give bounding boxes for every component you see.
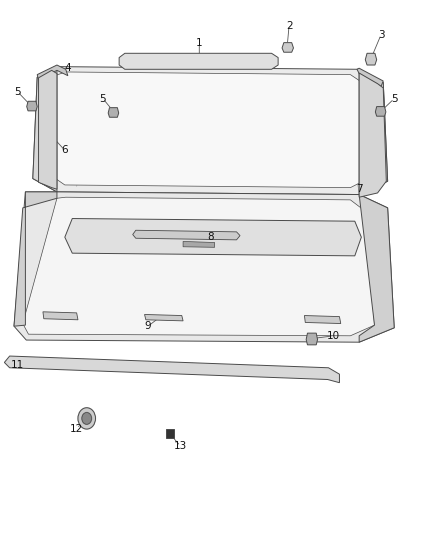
Text: 1: 1 — [196, 38, 203, 47]
Text: 11: 11 — [11, 360, 24, 369]
Polygon shape — [359, 73, 386, 197]
Text: 13: 13 — [174, 441, 187, 451]
Polygon shape — [27, 101, 37, 111]
Text: 4: 4 — [64, 63, 71, 73]
Polygon shape — [65, 219, 361, 256]
Text: 7: 7 — [356, 184, 363, 194]
Polygon shape — [23, 197, 374, 336]
Polygon shape — [357, 68, 383, 86]
Polygon shape — [304, 316, 341, 324]
Polygon shape — [14, 192, 394, 342]
Polygon shape — [14, 192, 57, 326]
Polygon shape — [119, 53, 278, 69]
Polygon shape — [43, 312, 78, 320]
Polygon shape — [365, 53, 377, 65]
Text: 2: 2 — [286, 21, 293, 30]
Polygon shape — [133, 230, 240, 240]
Circle shape — [78, 408, 95, 429]
Text: 5: 5 — [99, 94, 106, 103]
Polygon shape — [37, 65, 68, 80]
Polygon shape — [306, 333, 318, 345]
Polygon shape — [108, 108, 119, 117]
Polygon shape — [39, 70, 57, 189]
Polygon shape — [33, 67, 57, 192]
Polygon shape — [359, 195, 394, 342]
Text: 5: 5 — [14, 87, 21, 96]
Polygon shape — [4, 356, 339, 383]
Text: 8: 8 — [207, 232, 214, 242]
Polygon shape — [375, 107, 386, 116]
Text: 3: 3 — [378, 30, 385, 39]
Text: 12: 12 — [70, 424, 83, 433]
Polygon shape — [183, 241, 215, 247]
Circle shape — [82, 413, 92, 424]
Polygon shape — [282, 43, 293, 52]
Text: 5: 5 — [391, 94, 398, 103]
Text: 9: 9 — [145, 321, 152, 331]
Polygon shape — [33, 67, 388, 195]
Polygon shape — [166, 429, 174, 438]
Polygon shape — [52, 72, 371, 188]
Polygon shape — [145, 314, 183, 321]
Text: 6: 6 — [61, 146, 68, 155]
Text: 10: 10 — [327, 331, 340, 341]
Polygon shape — [359, 69, 388, 195]
